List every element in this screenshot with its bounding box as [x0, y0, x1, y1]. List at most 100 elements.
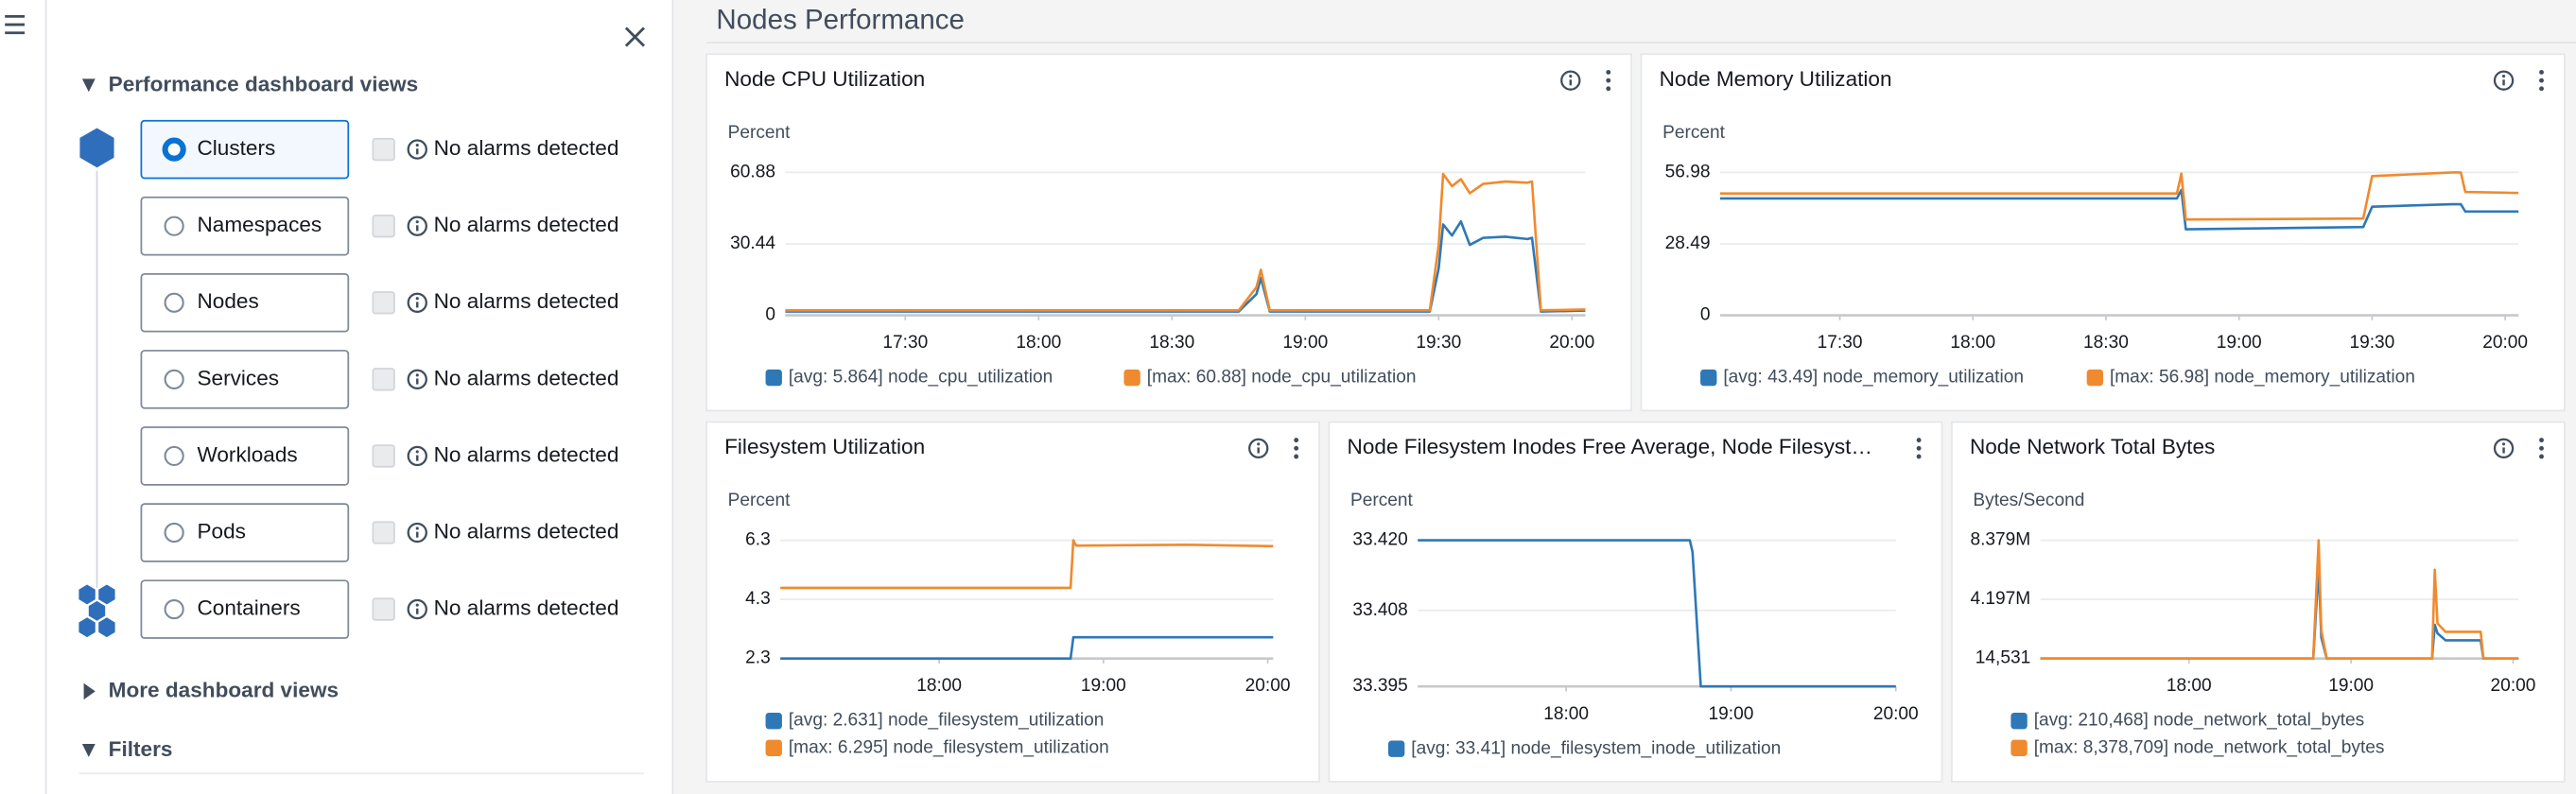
legend-label[interactable]: [max: 8,378,709] node_network_total_byte…: [2034, 737, 2385, 757]
x-tick-label: 20:00: [2491, 676, 2536, 696]
legend-swatch[interactable]: [2010, 713, 2027, 729]
legend-swatch[interactable]: [766, 740, 782, 756]
menu-dot: [1294, 455, 1298, 459]
info-icon-dot: [416, 526, 419, 529]
legend-label[interactable]: [max: 60.88] node_cpu_utilization: [1147, 368, 1417, 388]
info-icon-dot: [416, 450, 419, 453]
y-tick-label: 33.395: [1352, 676, 1407, 696]
y-tick-label: 4.197M: [1970, 589, 2030, 609]
view-label: Containers: [197, 596, 300, 620]
legend-swatch[interactable]: [2010, 740, 2027, 756]
radio[interactable]: [165, 217, 183, 235]
filters[interactable]: Filters: [109, 737, 173, 761]
info-icon-dot: [416, 297, 419, 300]
menu-dot: [1294, 438, 1298, 442]
alarm-status: No alarms detected: [434, 289, 619, 313]
y-tick-label: 14,531: [1976, 648, 2030, 668]
x-tick-label: 18:00: [2167, 676, 2212, 696]
y-tick-label: 4.3: [745, 589, 771, 609]
info-icon-dot: [416, 220, 419, 223]
alarm-checkbox: [373, 598, 394, 620]
legend-label[interactable]: [avg: 2.631] node_filesystem_utilization: [789, 711, 1105, 731]
radio[interactable]: [165, 600, 183, 618]
info-icon-dot: [1257, 442, 1260, 445]
chart-title: Node Network Total Bytes: [1970, 435, 2215, 458]
legend-label[interactable]: [max: 56.98] node_memory_utilization: [2110, 368, 2415, 388]
alarm-status: No alarms detected: [434, 136, 619, 160]
legend-swatch[interactable]: [766, 370, 782, 386]
info-icon-dot: [416, 604, 419, 607]
y-tick-label: 28.49: [1665, 233, 1711, 253]
radio[interactable]: [165, 371, 183, 388]
alarm-checkbox: [373, 445, 394, 467]
alarm-status: No alarms detected: [434, 596, 619, 620]
y-tick-label: 60.88: [730, 162, 775, 181]
menu-dot: [1606, 86, 1610, 91]
x-tick-label: 19:00: [1081, 676, 1126, 696]
more-views[interactable]: More dashboard views: [109, 678, 339, 701]
menu-dot: [1606, 78, 1610, 83]
radio[interactable]: [165, 294, 183, 312]
alarm-checkbox: [373, 139, 394, 161]
info-icon-dot: [2502, 442, 2505, 445]
x-tick-label: 18:30: [1149, 333, 1194, 353]
alarm-checkbox: [373, 369, 394, 390]
y-tick-label: 2.3: [745, 648, 771, 668]
legend-swatch[interactable]: [1700, 370, 1716, 386]
y-axis-label: Percent: [1350, 491, 1414, 510]
legend-swatch[interactable]: [1123, 370, 1140, 386]
x-tick-label: 18:00: [1016, 333, 1061, 353]
menu-dot: [1917, 455, 1922, 459]
menu-dot: [2539, 86, 2544, 91]
radio[interactable]: [165, 524, 183, 542]
y-axis-label: Percent: [728, 491, 792, 510]
x-tick-label: 18:00: [1543, 704, 1589, 724]
x-tick-label: 19:00: [1709, 704, 1754, 724]
legend-label[interactable]: [avg: 5.864] node_cpu_utilization: [789, 368, 1053, 388]
x-tick-label: 20:00: [2482, 333, 2528, 353]
y-axis-label: Percent: [1662, 123, 1726, 143]
section-title[interactable]: Performance dashboard views: [109, 72, 419, 95]
y-tick-label: 8.379M: [1970, 530, 2030, 550]
y-tick-label: 33.420: [1352, 530, 1407, 550]
legend-label[interactable]: [avg: 43.49] node_memory_utilization: [1723, 368, 2024, 388]
chart-panel: [1329, 422, 1941, 781]
view-label: Clusters: [197, 136, 275, 160]
page-title: Nodes Performance: [716, 4, 964, 35]
radio[interactable]: [165, 447, 183, 465]
menu-dot: [2539, 70, 2544, 75]
menu-dot: [2539, 455, 2544, 459]
menu-dot: [2539, 78, 2544, 83]
y-axis-label: Bytes/Second: [1973, 491, 2084, 510]
x-tick-label: 20:00: [1245, 676, 1291, 696]
x-tick-label: 19:30: [2349, 333, 2394, 353]
y-tick-label: 0: [1700, 305, 1711, 325]
legend-swatch[interactable]: [2087, 370, 2103, 386]
x-tick-label: 18:00: [1950, 333, 1995, 353]
chart-panel: [706, 54, 1631, 410]
x-tick-label: 17:30: [882, 333, 928, 353]
legend-swatch[interactable]: [766, 713, 782, 729]
alarm-status: No alarms detected: [434, 366, 619, 389]
info-icon-dot: [416, 373, 419, 376]
alarm-checkbox: [373, 216, 394, 237]
view-label: Workloads: [197, 442, 297, 466]
legend-swatch[interactable]: [1388, 741, 1404, 757]
view-label: Nodes: [197, 289, 258, 313]
alarm-status: No alarms detected: [434, 213, 619, 236]
y-tick-label: 33.408: [1352, 600, 1407, 620]
menu-dot: [1606, 70, 1610, 75]
chart-title: Node Filesystem Inodes Free Average, Nod…: [1348, 435, 1873, 458]
legend-label[interactable]: [avg: 210,468] node_network_total_bytes: [2034, 711, 2365, 731]
legend-label[interactable]: [max: 6.295] node_filesystem_utilization: [789, 737, 1109, 757]
legend-label[interactable]: [avg: 33.41] node_filesystem_inode_utili…: [1411, 738, 1781, 758]
x-tick-label: 20:00: [1549, 333, 1594, 353]
alarm-checkbox: [373, 522, 394, 544]
view-label: Services: [197, 366, 279, 389]
menu-dot: [1917, 446, 1922, 451]
chart-panel: [1642, 54, 2565, 410]
radio[interactable]: [165, 141, 183, 159]
